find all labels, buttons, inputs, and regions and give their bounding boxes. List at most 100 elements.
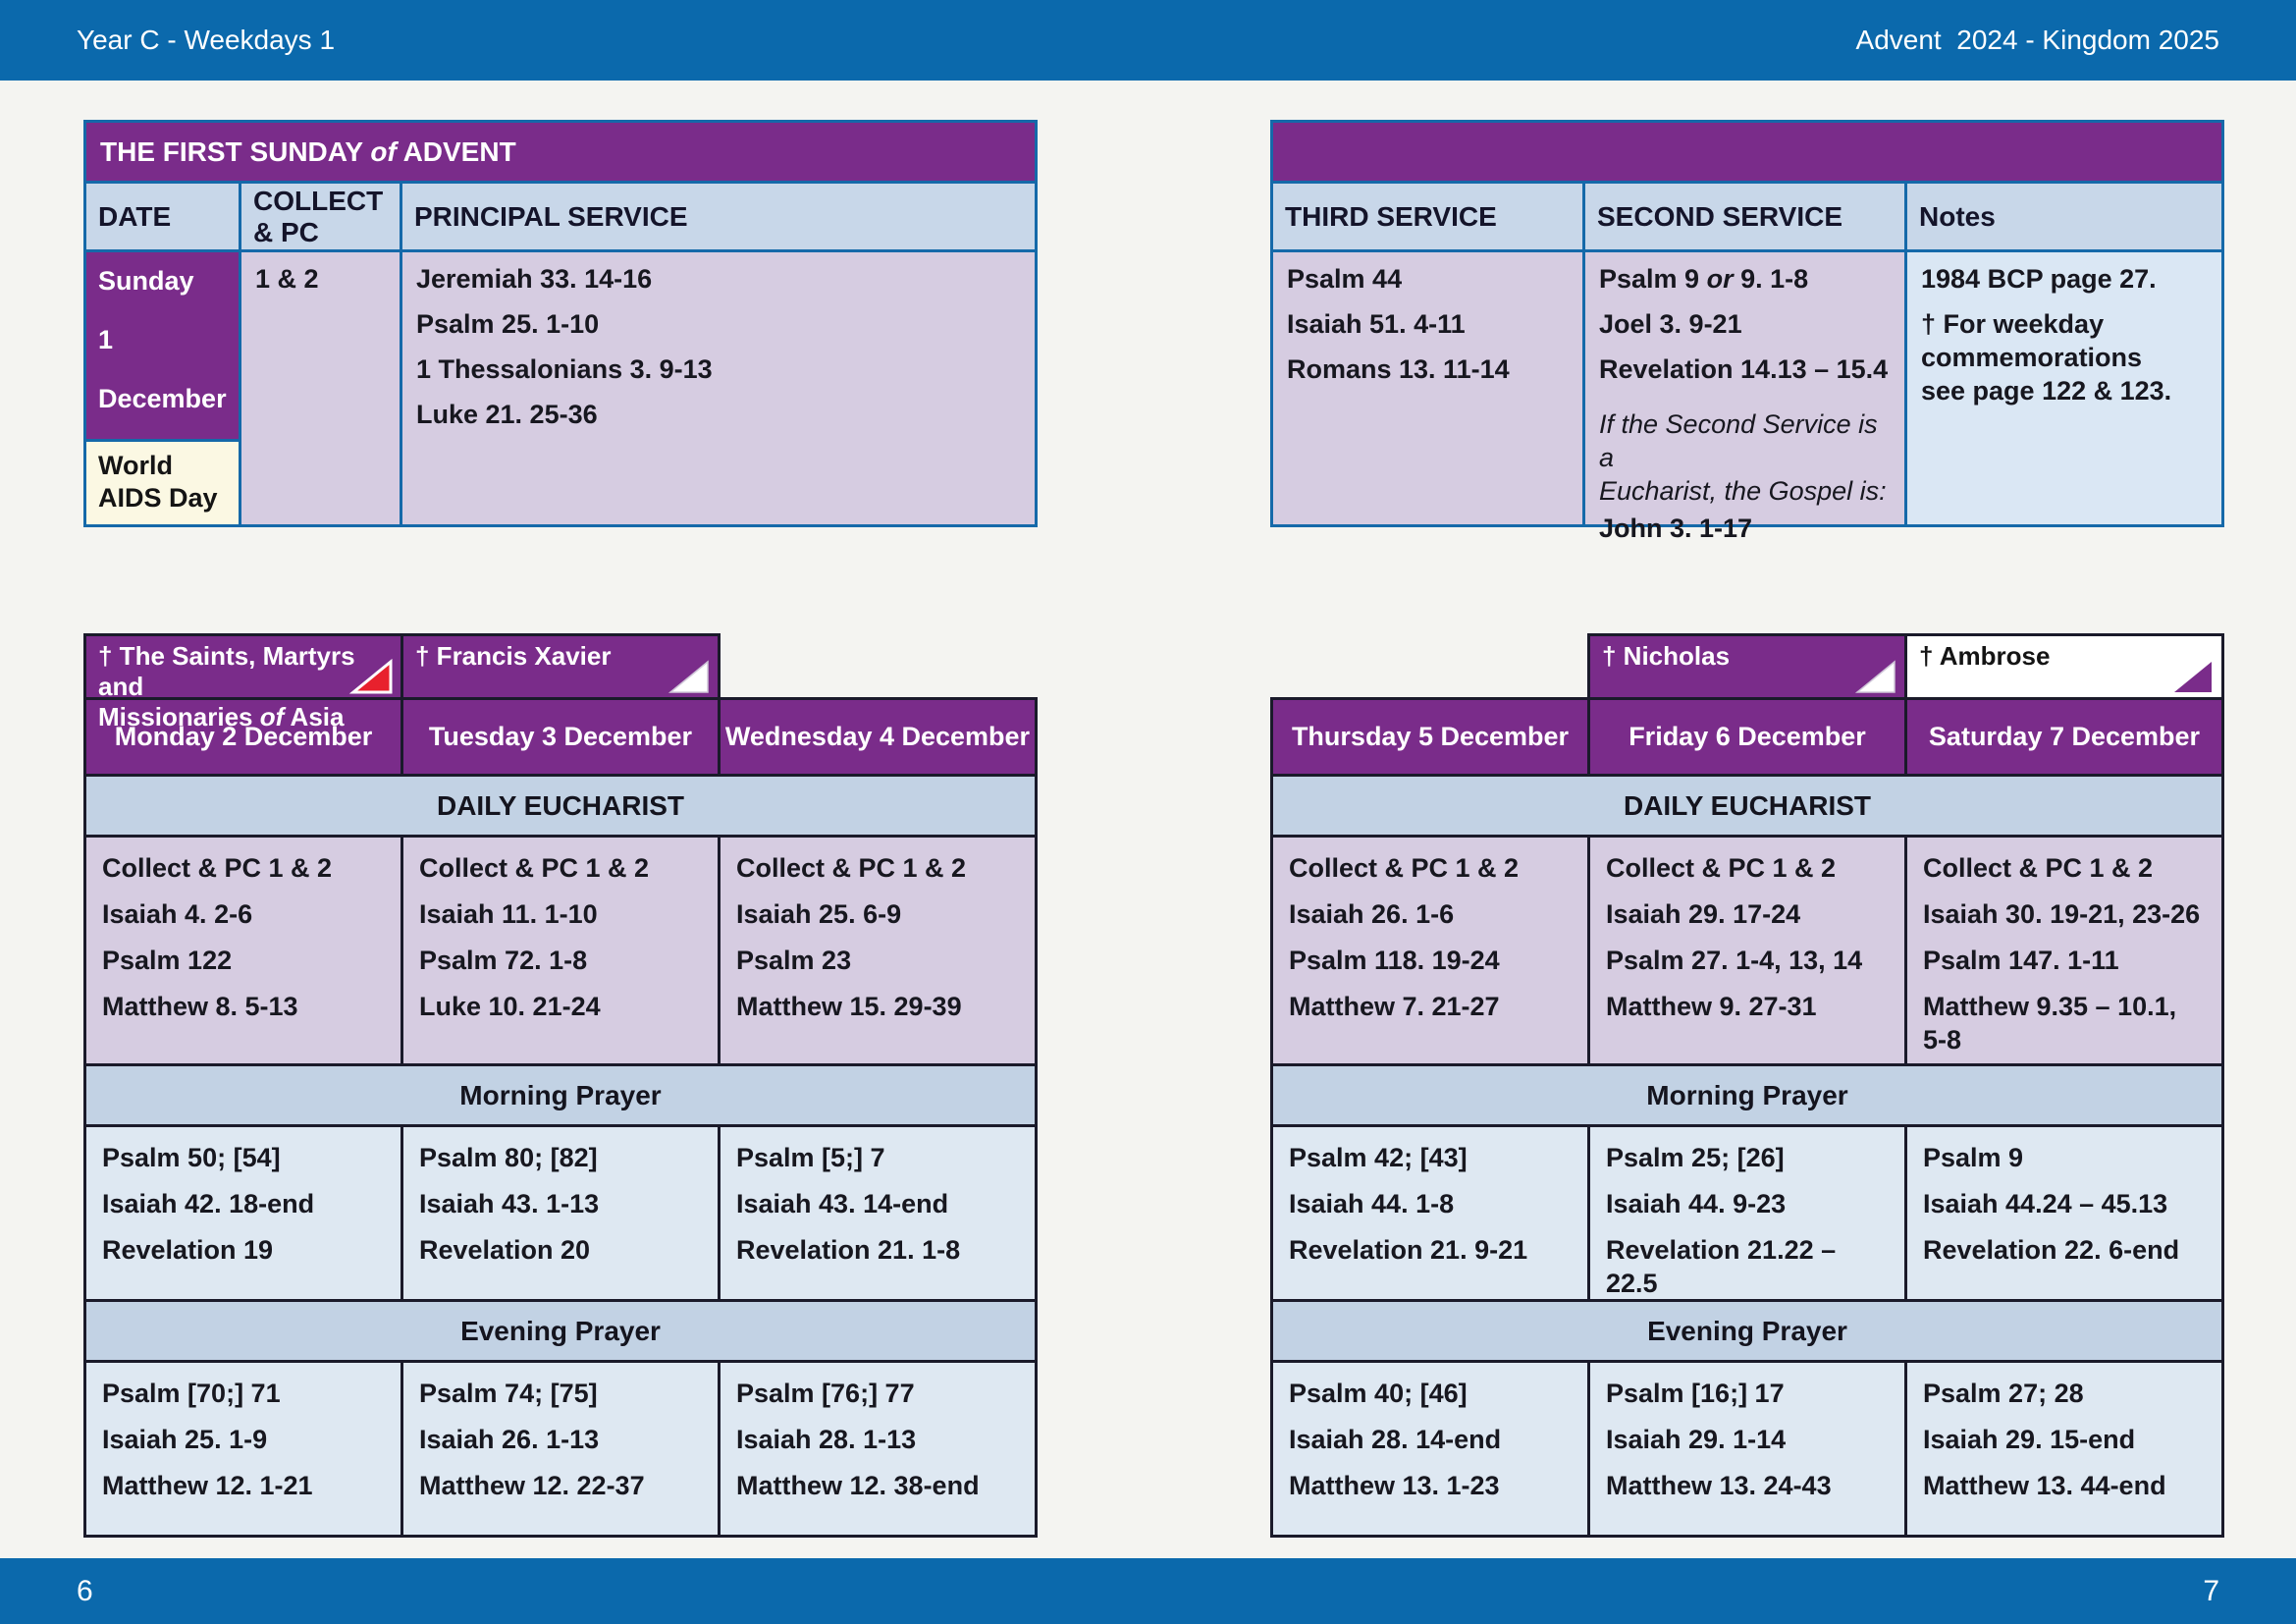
reading-line: Revelation 21. 1-8 (736, 1235, 961, 1265)
page-number-right: 7 (2203, 1574, 2219, 1607)
date-line: Sunday (98, 266, 194, 296)
saint-name-line: † The Saints, Martyrs and (98, 641, 355, 701)
saint-banner-ambrose: † Ambrose (1904, 633, 2224, 697)
evening-cell-friday: Psalm [16;] 17 Isaiah 29. 1-14 Matthew 1… (1590, 1363, 1907, 1535)
morning-cell-wednesday: Psalm [5;] 7 Isaiah 43. 14-end Revelatio… (721, 1127, 1035, 1299)
morning-cell-saturday: Psalm 9 Isaiah 44.24 – 45.13 Revelation … (1907, 1127, 2221, 1299)
reading-line: Matthew 7. 21-27 (1289, 992, 1500, 1021)
world-aids-day-cell: World AIDS Day (86, 442, 239, 524)
reading-line: Psalm [16;] 17 (1606, 1379, 1785, 1408)
reading-line: Psalm 40; [46] (1289, 1379, 1468, 1408)
reading-line: Psalm 118. 19-24 (1289, 946, 1500, 975)
sunday-right-body: Psalm 44 Isaiah 51. 4-11 Romans 13. 11-1… (1273, 252, 2221, 543)
morning-cell-friday: Psalm 25; [26] Isaiah 44. 9-23 Revelatio… (1590, 1127, 1907, 1299)
day-header-thursday: Thursday 5 December (1273, 700, 1590, 774)
reading-line: Collect & PC 1 & 2 (1289, 853, 1520, 883)
saint-name-line: † Ambrose (1919, 641, 2051, 671)
reading-line: Isaiah 43. 1-13 (419, 1189, 600, 1218)
reading-line: Isaiah 28. 1-13 (736, 1425, 917, 1454)
reading-line: Psalm 44 (1287, 264, 1403, 294)
reading-line: Psalm 147. 1-11 (1923, 946, 2119, 975)
notes-block: † For weekday commemorations see page 12… (1921, 307, 2208, 407)
reading-line: Isaiah 26. 1-6 (1289, 899, 1455, 929)
reading-line: Matthew 13. 44-end (1923, 1471, 2166, 1500)
day-header-friday: Friday 6 December (1590, 700, 1907, 774)
evening-cell-monday: Psalm [70;] 71 Isaiah 25. 1-9 Matthew 12… (86, 1363, 403, 1535)
morning-prayer-row: Psalm 42; [43] Isaiah 44. 1-8 Revelation… (1273, 1124, 2221, 1299)
saints-row-right: † Nicholas † Ambrose (1270, 633, 2224, 697)
column-header-collect: COLLECT & PC (241, 184, 402, 249)
reading-line: Matthew 8. 5-13 (102, 992, 298, 1021)
reading-line: Isaiah 11. 1-10 (419, 899, 598, 929)
reading-line: Matthew 9. 27-31 (1606, 992, 1817, 1021)
rubric-block: If the Second Service is a Eucharist, th… (1599, 407, 1891, 545)
rubric-line: If the Second Service is a (1599, 409, 1878, 472)
date-note: World AIDS Day (98, 451, 218, 513)
section-bar-daily-eucharist: DAILY EUCHARIST (1273, 774, 2221, 835)
sunday-left-body: Sunday 1 December (†) World AIDS Day 1 &… (86, 252, 1035, 524)
reading-line: Matthew 12. 22-37 (419, 1471, 645, 1500)
reading-line: Isaiah 29. 15-end (1923, 1425, 2136, 1454)
saint-banner-asia: † The Saints, Martyrs and Missionaries o… (83, 633, 403, 731)
reading-line: Isaiah 44.24 – 45.13 (1923, 1189, 2168, 1218)
header-title-right: Advent 2024 - Kingdom 2025 (1855, 25, 2219, 55)
date-line: 1 (98, 325, 114, 354)
reading-line: Psalm [70;] 71 (102, 1379, 281, 1408)
saint-banner-nicholas: † Nicholas (1587, 633, 1907, 697)
weekday-table-right: † Nicholas † Ambrose Thursday 5 December… (1270, 633, 2224, 1538)
page-header-bar: Year C - Weekdays 1 Advent 2024 - Kingdo… (0, 0, 2296, 81)
reading-line: Revelation 21. 9-21 (1289, 1235, 1528, 1265)
evening-cell-wednesday: Psalm [76;] 77 Isaiah 28. 1-13 Matthew 1… (721, 1363, 1035, 1535)
eucharist-cell-friday: Collect & PC 1 & 2 Isaiah 29. 17-24 Psal… (1590, 838, 1907, 1063)
column-header-notes: Notes (1919, 200, 1996, 232)
column-header-date: DATE (86, 184, 241, 249)
purple-corner-flag-icon (2174, 662, 2212, 692)
reading-line: Psalm 122 (102, 946, 233, 975)
sunday-table-right: THIRD SERVICE SECOND SERVICE Notes Psalm… (1270, 120, 2224, 543)
reading-line: Isaiah 44. 9-23 (1606, 1189, 1787, 1218)
day-header-row: Monday 2 December Tuesday 3 December Wed… (86, 700, 1035, 774)
reading-line: Isaiah 43. 14-end (736, 1189, 949, 1218)
sunday-right-column-headers: THIRD SERVICE SECOND SERVICE Notes (1273, 184, 2221, 252)
reading-line: Luke 21. 25-36 (416, 400, 598, 429)
evening-cell-saturday: Psalm 27; 28 Isaiah 29. 15-end Matthew 1… (1907, 1363, 2221, 1535)
reading-line: Isaiah 26. 1-13 (419, 1425, 600, 1454)
reading-line: Psalm [5;] 7 (736, 1143, 885, 1172)
reading-line: Jeremiah 33. 14-16 (416, 264, 653, 294)
third-service-cell: Psalm 44 Isaiah 51. 4-11 Romans 13. 11-1… (1273, 252, 1585, 524)
saints-row-left: † The Saints, Martyrs and Missionaries o… (83, 633, 1038, 731)
eucharist-cell-thursday: Collect & PC 1 & 2 Isaiah 26. 1-6 Psalm … (1273, 838, 1590, 1063)
column-header-principal-service: PRINCIPAL SERVICE (414, 200, 688, 232)
sunday-title-text: THE FIRST SUNDAY of ADVENT (100, 135, 516, 167)
notes-line: † For weekday (1921, 309, 2105, 339)
section-bar-daily-eucharist: DAILY EUCHARIST (86, 774, 1035, 835)
morning-cell-thursday: Psalm 42; [43] Isaiah 44. 1-8 Revelation… (1273, 1127, 1590, 1299)
reading-line: Psalm 42; [43] (1289, 1143, 1468, 1172)
reading-line: Isaiah 28. 14-end (1289, 1425, 1502, 1454)
reading-line: Collect & PC 1 & 2 (1606, 853, 1837, 883)
sunday-title-blank (1273, 123, 2221, 184)
date-line: December (98, 384, 227, 413)
sunday-left-column-headers: DATE COLLECT & PC PRINCIPAL SERVICE (86, 184, 1035, 252)
date-column: Sunday 1 December (†) World AIDS Day (86, 252, 241, 524)
saint-name-line: † Nicholas (1602, 641, 1731, 671)
reading-line: Isaiah 25. 6-9 (736, 899, 902, 929)
reading-line: Isaiah 25. 1-9 (102, 1425, 268, 1454)
gospel-line: John 3. 1-17 (1599, 514, 1753, 543)
principal-service-cell: Jeremiah 33. 14-16 Psalm 25. 1-10 1 Thes… (402, 252, 1035, 524)
collect-value: 1 & 2 (255, 264, 319, 294)
weekday-grid-right: Thursday 5 December Friday 6 December Sa… (1270, 697, 2224, 1538)
sunday-table-left: THE FIRST SUNDAY of ADVENT DATE COLLECT … (83, 120, 1038, 527)
reading-line: Revelation 19 (102, 1235, 274, 1265)
morning-cell-monday: Psalm 50; [54] Isaiah 42. 18-end Revelat… (86, 1127, 403, 1299)
reading-line: Joel 3. 9-21 (1599, 309, 1742, 339)
reading-line: Isaiah 30. 19-21, 23-26 (1923, 899, 2201, 929)
reading-line: Matthew 12. 1-21 (102, 1471, 313, 1500)
reading-line: Revelation 22. 6-end (1923, 1235, 2180, 1265)
day-header-row: Thursday 5 December Friday 6 December Sa… (1273, 700, 2221, 774)
evening-cell-thursday: Psalm 40; [46] Isaiah 28. 14-end Matthew… (1273, 1363, 1590, 1535)
section-bar-morning-prayer: Morning Prayer (1273, 1063, 2221, 1124)
reading-line: Revelation 14.13 – 15.4 (1599, 354, 1889, 384)
reading-line: Matthew 15. 29-39 (736, 992, 962, 1021)
eucharist-cell-saturday: Collect & PC 1 & 2 Isaiah 30. 19-21, 23-… (1907, 838, 2221, 1063)
